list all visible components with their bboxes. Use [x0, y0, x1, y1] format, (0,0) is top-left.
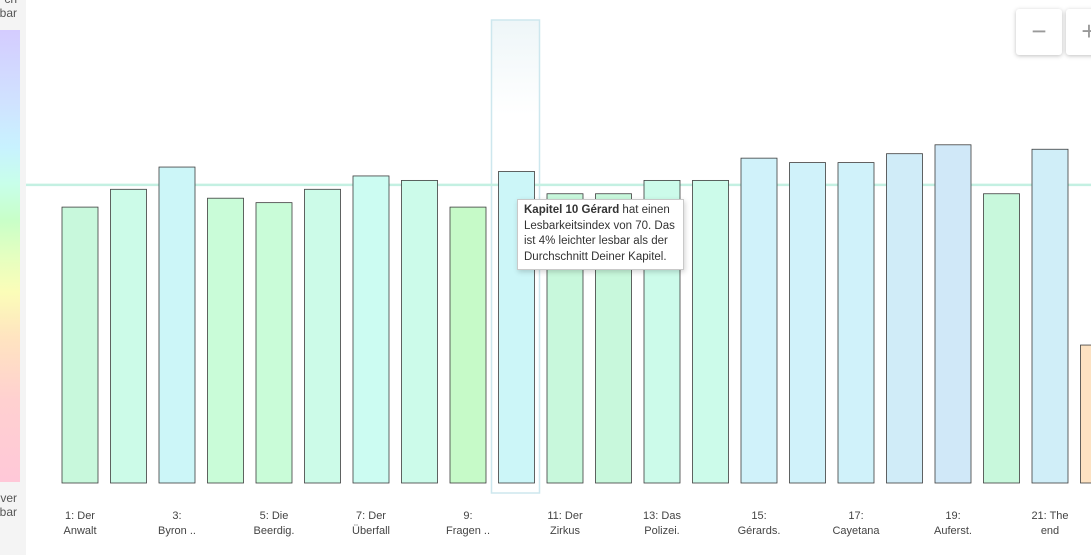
x-tick-label: 17: Cayetana — [832, 510, 880, 537]
x-tick-label: 19: Auferst. — [934, 510, 972, 537]
tooltip-title: Kapitel 10 Gérard — [524, 204, 620, 216]
x-tick-label: 5: Die Beerdig. — [253, 510, 295, 537]
bar-chapter-18[interactable] — [886, 153, 923, 484]
bar-chapter-14[interactable] — [692, 179, 729, 484]
tooltip-body: hat einen Lesbarkeitsindex von 70. Das i… — [524, 204, 675, 263]
bar-chapter-9[interactable] — [449, 206, 487, 484]
x-tick-label: 3: Byron .. — [158, 510, 196, 537]
zoom-in-button[interactable]: + — [1066, 9, 1091, 55]
bar-chapter-5[interactable] — [255, 202, 293, 484]
x-tick-label: 15: Gérards. — [737, 510, 781, 537]
bar-chapter-19[interactable] — [934, 144, 972, 484]
scale-top-label: ch bar — [0, 0, 17, 20]
chapter-tooltip: Kapitel 10 Gérard hat einen Lesbarkeitsi… — [517, 199, 684, 270]
x-tick-label: 11: Der Zirkus — [547, 510, 583, 537]
bar-chapter-1[interactable] — [61, 206, 99, 484]
bar-chapter-6[interactable] — [304, 188, 341, 484]
bar-chapter-4[interactable] — [207, 197, 244, 484]
zoom-out-button[interactable]: − — [1016, 9, 1062, 55]
bar-chapter-7[interactable] — [352, 175, 390, 484]
bar-chapter-8[interactable] — [401, 179, 438, 484]
x-tick-label: 1: Der Anwalt — [63, 510, 97, 537]
readability-scale-panel: ch bar ver bar — [0, 0, 26, 555]
scale-bottom-label: ver bar — [0, 491, 17, 519]
readability-color-scale — [0, 30, 20, 482]
x-tick-label: 21: The end — [1031, 510, 1069, 537]
x-tick-label: 13: Das Polizei. — [643, 510, 681, 537]
bar-chapter-21[interactable] — [1031, 148, 1069, 484]
bar-chapter-16[interactable] — [789, 162, 826, 484]
bar-chapter-22[interactable] — [1080, 344, 1091, 484]
bar-chapter-2[interactable] — [110, 188, 147, 484]
x-tick-label: 9: Fragen .. — [445, 510, 491, 537]
bar-chapter-15[interactable] — [740, 157, 778, 484]
bar-chapter-20[interactable] — [983, 193, 1020, 484]
bar-chapter-17[interactable] — [837, 162, 875, 484]
bar-chapter-3[interactable] — [158, 166, 196, 484]
x-tick-label: 7: Der Überfall — [352, 510, 390, 537]
